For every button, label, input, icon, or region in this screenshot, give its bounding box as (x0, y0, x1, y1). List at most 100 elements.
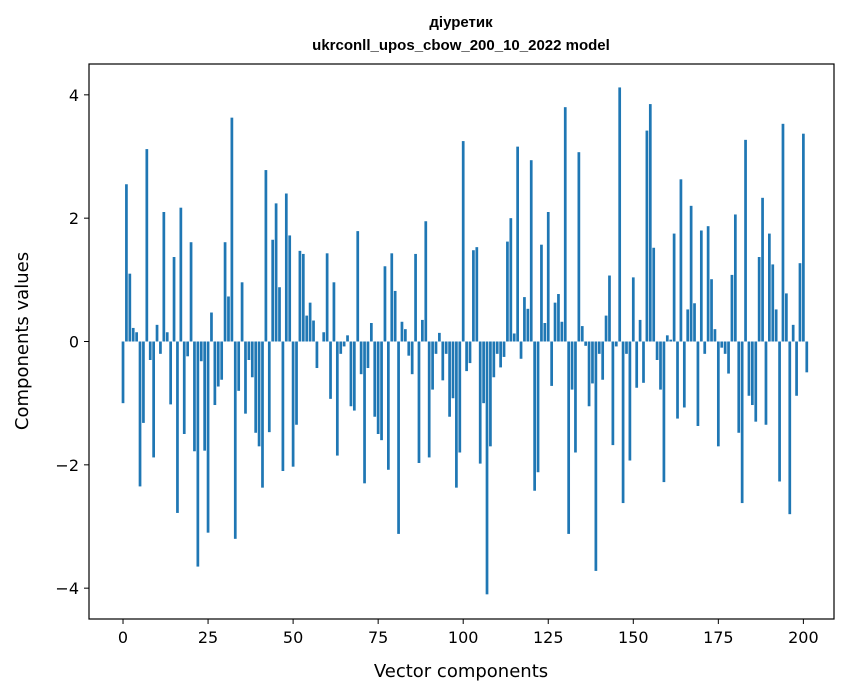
bar-113 (506, 241, 509, 342)
bar-186 (754, 341, 758, 422)
bar-123 (540, 244, 543, 342)
bar-34 (237, 341, 241, 391)
chart-subtitle: ukrconll_upos_cbow_200_10_2022 model (312, 37, 610, 54)
chart-title: діуретик (429, 14, 493, 31)
bar-170 (699, 230, 703, 342)
y-tick-label: −2 (55, 456, 79, 475)
bar-7 (145, 149, 149, 342)
bar-127 (553, 302, 557, 342)
bar-131 (567, 341, 571, 534)
bar-156 (652, 247, 656, 342)
x-axis-ticks: 0 25 50 75 100 125 150 175 200 (118, 619, 819, 647)
bar-187 (757, 257, 761, 342)
bar-130 (563, 107, 567, 342)
bar-129 (560, 321, 564, 342)
bar-42 (264, 170, 268, 342)
bar-37 (247, 341, 251, 360)
bar-188 (761, 197, 764, 342)
bar-50 (291, 341, 295, 467)
bar-198 (795, 341, 798, 396)
bar-200 (802, 133, 805, 342)
bar-41 (261, 341, 264, 488)
bar-144 (611, 341, 615, 446)
bar-19 (186, 341, 190, 357)
bar-38 (250, 341, 254, 378)
bar-97 (451, 341, 455, 399)
bar-23 (199, 341, 203, 362)
bar-172 (706, 226, 710, 342)
bar-64 (339, 341, 343, 354)
bar-103 (472, 250, 475, 342)
bar-101 (465, 341, 468, 372)
bar-164 (679, 179, 683, 342)
bar-122 (536, 341, 540, 473)
bar-137 (587, 341, 591, 407)
bar-126 (550, 341, 554, 386)
bar-133 (574, 341, 577, 453)
bar-73 (369, 323, 373, 342)
bar-134 (577, 152, 581, 342)
bar-151 (635, 341, 639, 388)
bar-168 (693, 303, 696, 342)
bar-40 (257, 341, 261, 447)
bar-36 (244, 341, 247, 414)
bar-194 (781, 123, 785, 342)
bar-176 (720, 341, 724, 348)
bar-163 (676, 341, 679, 419)
bar-155 (648, 104, 652, 342)
bar-66 (346, 335, 349, 342)
bar-106 (482, 341, 485, 404)
bar-143 (608, 275, 611, 342)
bar-145 (614, 341, 618, 347)
bar-74 (373, 341, 377, 417)
bar-117 (519, 341, 523, 359)
x-tick-label: 0 (118, 628, 128, 647)
bar-11 (159, 341, 162, 354)
bar-161 (669, 339, 673, 342)
bar-146 (618, 87, 622, 342)
bar-51 (295, 341, 298, 425)
bar-196 (788, 341, 792, 515)
bar-199 (798, 263, 802, 342)
x-tick-label: 25 (198, 628, 218, 647)
bar-183 (744, 139, 747, 342)
bar-86 (414, 253, 417, 342)
bar-14 (169, 341, 173, 405)
bar-78 (387, 341, 390, 470)
bar-88 (421, 319, 424, 342)
bar-28 (216, 341, 220, 387)
bar-18 (182, 341, 186, 434)
bar-98 (455, 341, 458, 488)
bar-55 (308, 302, 312, 342)
y-axis-ticks: −4 −2 0 2 4 (55, 86, 89, 598)
bar-43 (267, 341, 271, 433)
bar-141 (601, 341, 605, 380)
bar-148 (625, 341, 628, 354)
bar-120 (529, 160, 533, 342)
bar-154 (645, 130, 649, 342)
bar-132 (570, 341, 574, 390)
y-tick-label: 0 (69, 333, 79, 352)
bar-142 (604, 315, 608, 342)
bar-135 (580, 326, 584, 342)
bar-70 (359, 341, 363, 375)
bar-75 (376, 341, 380, 434)
bar-108 (489, 341, 492, 447)
bar-104 (475, 247, 479, 342)
bar-147 (621, 341, 625, 504)
bar-128 (557, 294, 560, 342)
bar-82 (400, 321, 404, 342)
bar-21 (193, 341, 196, 452)
x-tick-label: 150 (618, 628, 649, 647)
bar-158 (659, 341, 662, 390)
bar-67 (349, 341, 353, 407)
bar-115 (512, 333, 516, 342)
bar-79 (390, 253, 394, 342)
bar-25 (206, 341, 210, 533)
bar-48 (284, 193, 288, 342)
bar-0 (121, 341, 125, 404)
bar-59 (322, 332, 326, 342)
bar-17 (179, 207, 183, 342)
bar-90 (427, 341, 431, 458)
bar-22 (196, 341, 200, 567)
